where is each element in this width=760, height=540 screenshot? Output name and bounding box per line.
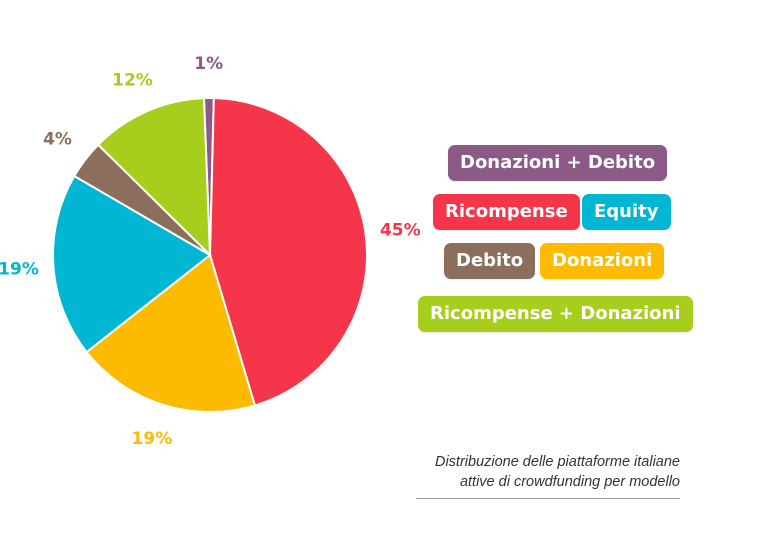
legend-donazioni: Donazioni bbox=[540, 243, 665, 279]
pie-slice-equity bbox=[52, 174, 212, 354]
legend-ricompense: Ricompense bbox=[433, 194, 580, 230]
pie-slice-donazioni bbox=[85, 253, 257, 413]
pie-label-donazioni: 19% bbox=[132, 429, 173, 449]
legend-donazioni-debito: Donazioni + Debito bbox=[448, 145, 668, 181]
chart-caption: Distribuzione delle piattaforme italiane… bbox=[402, 452, 680, 492]
pie-label-debito: 4% bbox=[43, 129, 72, 149]
pie-label-equity: 19% bbox=[0, 259, 39, 279]
pie-slices bbox=[52, 97, 368, 413]
caption-line-1: Distribuzione delle piattaforme italiane bbox=[434, 454, 680, 470]
pie-slice-ricompense bbox=[208, 97, 368, 407]
legend-equity: Equity bbox=[582, 194, 671, 230]
pie-label-ricompense-donazioni: 12% bbox=[112, 70, 153, 90]
caption-line-2: attive di crowdfunding per modello bbox=[459, 474, 680, 490]
pie-label-donazioni-debito: 1% bbox=[194, 54, 223, 74]
pie-label-ricompense: 45% bbox=[380, 221, 421, 241]
legend-debito: Debito bbox=[444, 243, 536, 279]
caption-divider bbox=[416, 498, 680, 499]
pie-slice-ricompense-donazioni bbox=[96, 97, 212, 258]
legend-ricompense-donazioni: Ricompense + Donazioni bbox=[418, 296, 693, 332]
pie-labels: 1% 45% 19% 19% 4% 12% bbox=[0, 54, 421, 449]
